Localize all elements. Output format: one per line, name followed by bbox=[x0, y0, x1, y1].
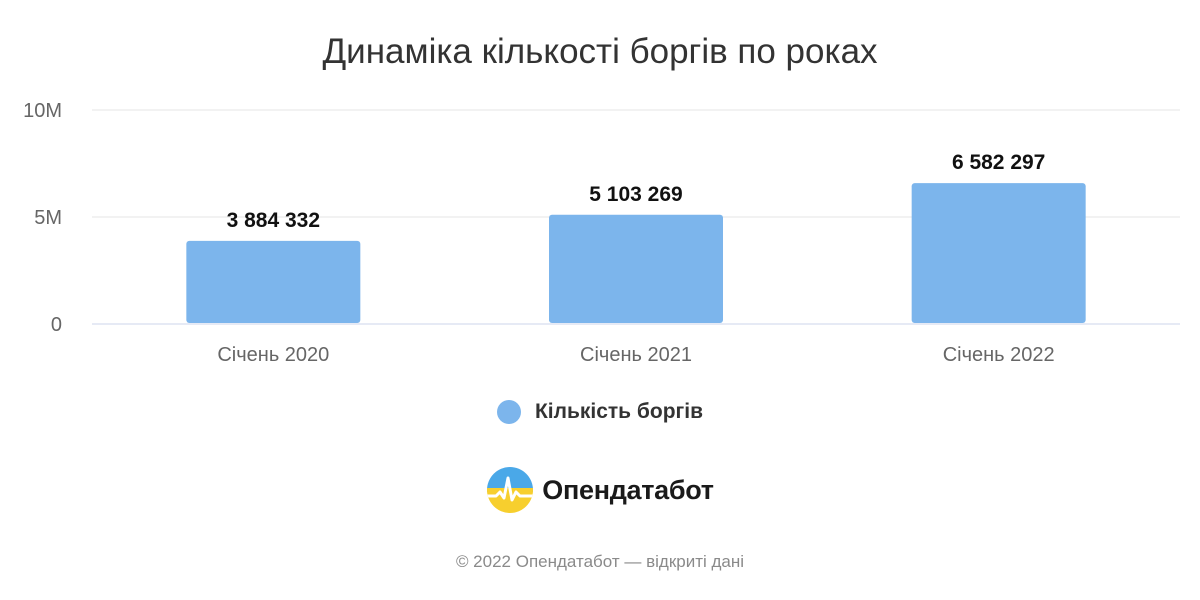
data-label: 6 582 297 bbox=[952, 151, 1045, 174]
x-tick-label: Січень 2020 bbox=[217, 344, 329, 366]
data-label: 3 884 332 bbox=[227, 209, 320, 232]
chart-title: Динаміка кількості боргів по роках bbox=[322, 32, 878, 71]
y-tick-label: 0 bbox=[51, 314, 62, 336]
bar-chart: 0 5M 10M 3 884 332 Січень 2020 5 103 269 Січен… bbox=[23, 100, 1180, 366]
opendatabot-logo-icon bbox=[487, 467, 534, 513]
brand-name: Опендатабот bbox=[542, 474, 714, 505]
bar bbox=[911, 183, 1086, 323]
x-tick-label: Січень 2021 bbox=[580, 344, 692, 366]
footer-copyright: © 2022 Опендатабот — відкриті дані bbox=[455, 552, 745, 571]
y-tick-label: 10M bbox=[23, 100, 62, 122]
legend[interactable]: Кількість боргів bbox=[0, 400, 1200, 424]
bar bbox=[549, 214, 723, 323]
brand-logo: Опендатабот bbox=[0, 466, 1200, 514]
data-label: 5 103 269 bbox=[589, 183, 682, 206]
legend-marker bbox=[496, 400, 521, 424]
legend-label: Кількість боргів bbox=[534, 400, 704, 423]
y-tick-label: 5M bbox=[34, 207, 62, 229]
x-tick-label: Січень 2022 bbox=[943, 344, 1055, 366]
bar bbox=[186, 240, 361, 323]
